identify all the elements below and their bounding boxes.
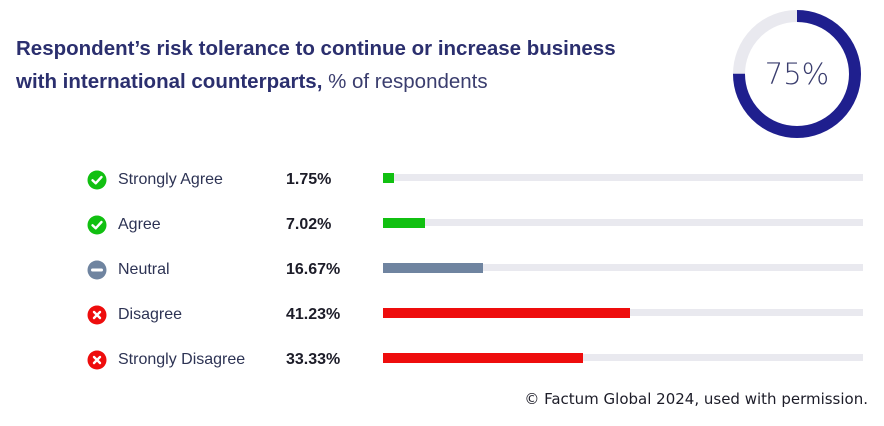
- check-icon: [87, 170, 107, 190]
- check-icon: [87, 215, 107, 235]
- value-label: 33.33%: [286, 351, 341, 368]
- bar-track: [383, 173, 863, 183]
- bar: [383, 173, 394, 183]
- category-label: Strongly Agree: [118, 171, 223, 188]
- category-label: Disagree: [118, 306, 183, 323]
- value-label: 41.23%: [286, 306, 341, 323]
- copyright-footer: © Factum Global 2024, used with permissi…: [524, 390, 868, 408]
- bar: [383, 263, 484, 273]
- bar-row: Disagree 41.23%: [0, 303, 884, 327]
- value-label: 7.02%: [286, 216, 332, 233]
- chart-title: Respondent’s risk tolerance to continue …: [16, 32, 656, 98]
- donut-value: 75%: [764, 57, 830, 91]
- bar-track: [383, 218, 863, 228]
- chart-title-unit: % of respondents: [322, 70, 488, 93]
- category-label: Agree: [118, 216, 161, 233]
- bar-track: [383, 308, 863, 318]
- x-icon: [87, 305, 107, 325]
- value-label: 16.67%: [286, 261, 341, 278]
- bar: [383, 308, 631, 318]
- bar: [383, 218, 426, 228]
- value-label: 1.75%: [286, 171, 332, 188]
- bar-track: [383, 353, 863, 363]
- bar-row: Agree 7.02%: [0, 213, 884, 237]
- minus-icon: [87, 260, 107, 280]
- bar-row: Strongly Agree 1.75%: [0, 168, 884, 192]
- bar-row: Neutral 16.67%: [0, 258, 884, 282]
- bar: [383, 353, 583, 363]
- donut-gauge: [733, 10, 861, 138]
- donut-arc: [733, 10, 861, 138]
- x-icon: [87, 350, 107, 370]
- category-label: Neutral: [118, 261, 170, 278]
- chart-title-main: Respondent’s risk tolerance to continue …: [16, 37, 616, 93]
- category-label: Strongly Disagree: [118, 351, 246, 368]
- bar-track: [383, 263, 863, 273]
- bar-row: Strongly Disagree 33.33%: [0, 348, 884, 372]
